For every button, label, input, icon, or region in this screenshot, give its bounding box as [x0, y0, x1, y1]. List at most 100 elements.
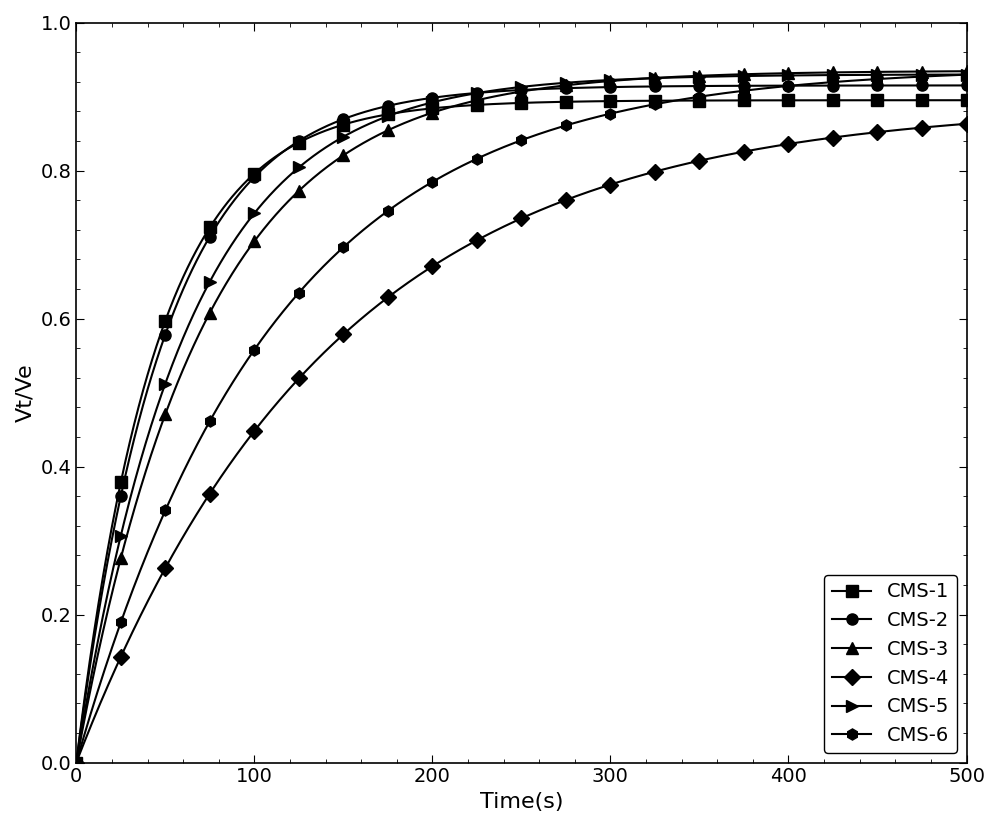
CMS-5 [115, 531, 127, 541]
CMS-1 [515, 98, 527, 108]
Line: CMS-6: CMS-6 [71, 69, 972, 768]
CMS-3 [471, 95, 483, 105]
CMS-2 [960, 80, 972, 90]
CMS-5 [471, 88, 483, 98]
CMS-6 [515, 136, 527, 146]
CMS-4 [871, 127, 883, 137]
CMS-6 [871, 74, 883, 84]
CMS-5 [337, 131, 349, 141]
CMS-3 [560, 80, 572, 90]
CMS-2 [693, 81, 705, 91]
CMS-5 [693, 72, 705, 82]
CMS-4 [649, 167, 661, 177]
CMS-2 [916, 80, 928, 90]
CMS-5 [960, 69, 972, 79]
CMS-2 [515, 85, 527, 95]
CMS-4 [70, 758, 82, 767]
CMS-3 [382, 126, 394, 136]
CMS-4 [204, 489, 216, 499]
Legend: CMS-1, CMS-2, CMS-3, CMS-4, CMS-5, CMS-6: CMS-1, CMS-2, CMS-3, CMS-4, CMS-5, CMS-6 [824, 575, 957, 753]
Y-axis label: Vt/Ve: Vt/Ve [15, 363, 35, 422]
CMS-2 [604, 82, 616, 92]
CMS-3 [337, 151, 349, 160]
CMS-1 [248, 169, 260, 179]
CMS-6 [382, 206, 394, 216]
CMS-4 [604, 179, 616, 189]
CMS-4 [738, 146, 750, 156]
CMS-5 [248, 208, 260, 218]
CMS-1 [916, 95, 928, 105]
CMS-1 [738, 95, 750, 105]
CMS-6 [738, 86, 750, 96]
CMS-1 [827, 95, 839, 105]
CMS-3 [871, 67, 883, 77]
CMS-1 [70, 758, 82, 767]
Line: CMS-1: CMS-1 [71, 94, 972, 768]
CMS-1 [115, 477, 127, 487]
CMS-4 [115, 652, 127, 662]
CMS-4 [471, 236, 483, 246]
CMS-2 [293, 136, 305, 146]
CMS-1 [337, 120, 349, 130]
CMS-6 [204, 416, 216, 426]
Line: CMS-5: CMS-5 [71, 69, 972, 768]
CMS-2 [115, 491, 127, 501]
CMS-2 [204, 232, 216, 241]
CMS-4 [560, 195, 572, 205]
CMS-6 [70, 758, 82, 767]
CMS-6 [115, 618, 127, 628]
CMS-1 [604, 96, 616, 106]
CMS-4 [382, 293, 394, 303]
CMS-5 [560, 78, 572, 88]
CMS-6 [782, 81, 794, 91]
CMS-1 [871, 95, 883, 105]
CMS-4 [337, 329, 349, 339]
CMS-5 [649, 73, 661, 83]
CMS-6 [693, 92, 705, 102]
CMS-5 [515, 82, 527, 92]
CMS-6 [916, 72, 928, 82]
CMS-5 [159, 379, 171, 389]
CMS-3 [960, 66, 972, 76]
CMS-4 [960, 119, 972, 129]
CMS-4 [515, 213, 527, 223]
CMS-1 [782, 95, 794, 105]
CMS-3 [604, 76, 616, 86]
CMS-2 [70, 758, 82, 767]
CMS-5 [204, 277, 216, 287]
CMS-2 [426, 93, 438, 103]
CMS-5 [782, 70, 794, 80]
Line: CMS-3: CMS-3 [71, 65, 972, 768]
CMS-6 [560, 121, 572, 131]
CMS-2 [827, 80, 839, 90]
CMS-4 [159, 563, 171, 573]
CMS-1 [159, 316, 171, 326]
CMS-4 [248, 426, 260, 436]
CMS-1 [960, 95, 972, 105]
CMS-3 [426, 108, 438, 117]
CMS-3 [782, 68, 794, 78]
CMS-4 [426, 261, 438, 271]
Line: CMS-2: CMS-2 [71, 80, 972, 768]
CMS-5 [604, 75, 616, 85]
CMS-5 [827, 70, 839, 80]
CMS-5 [916, 69, 928, 79]
CMS-5 [871, 69, 883, 79]
CMS-6 [337, 242, 349, 252]
CMS-6 [159, 505, 171, 515]
CMS-1 [382, 109, 394, 119]
CMS-5 [293, 162, 305, 172]
CMS-3 [115, 553, 127, 563]
CMS-3 [916, 66, 928, 76]
CMS-3 [159, 409, 171, 419]
CMS-6 [293, 288, 305, 298]
CMS-3 [827, 68, 839, 78]
CMS-3 [248, 237, 260, 246]
CMS-2 [471, 88, 483, 98]
CMS-3 [649, 73, 661, 83]
CMS-6 [471, 154, 483, 164]
CMS-5 [70, 758, 82, 767]
CMS-3 [293, 186, 305, 196]
CMS-6 [649, 99, 661, 109]
CMS-6 [426, 177, 438, 187]
